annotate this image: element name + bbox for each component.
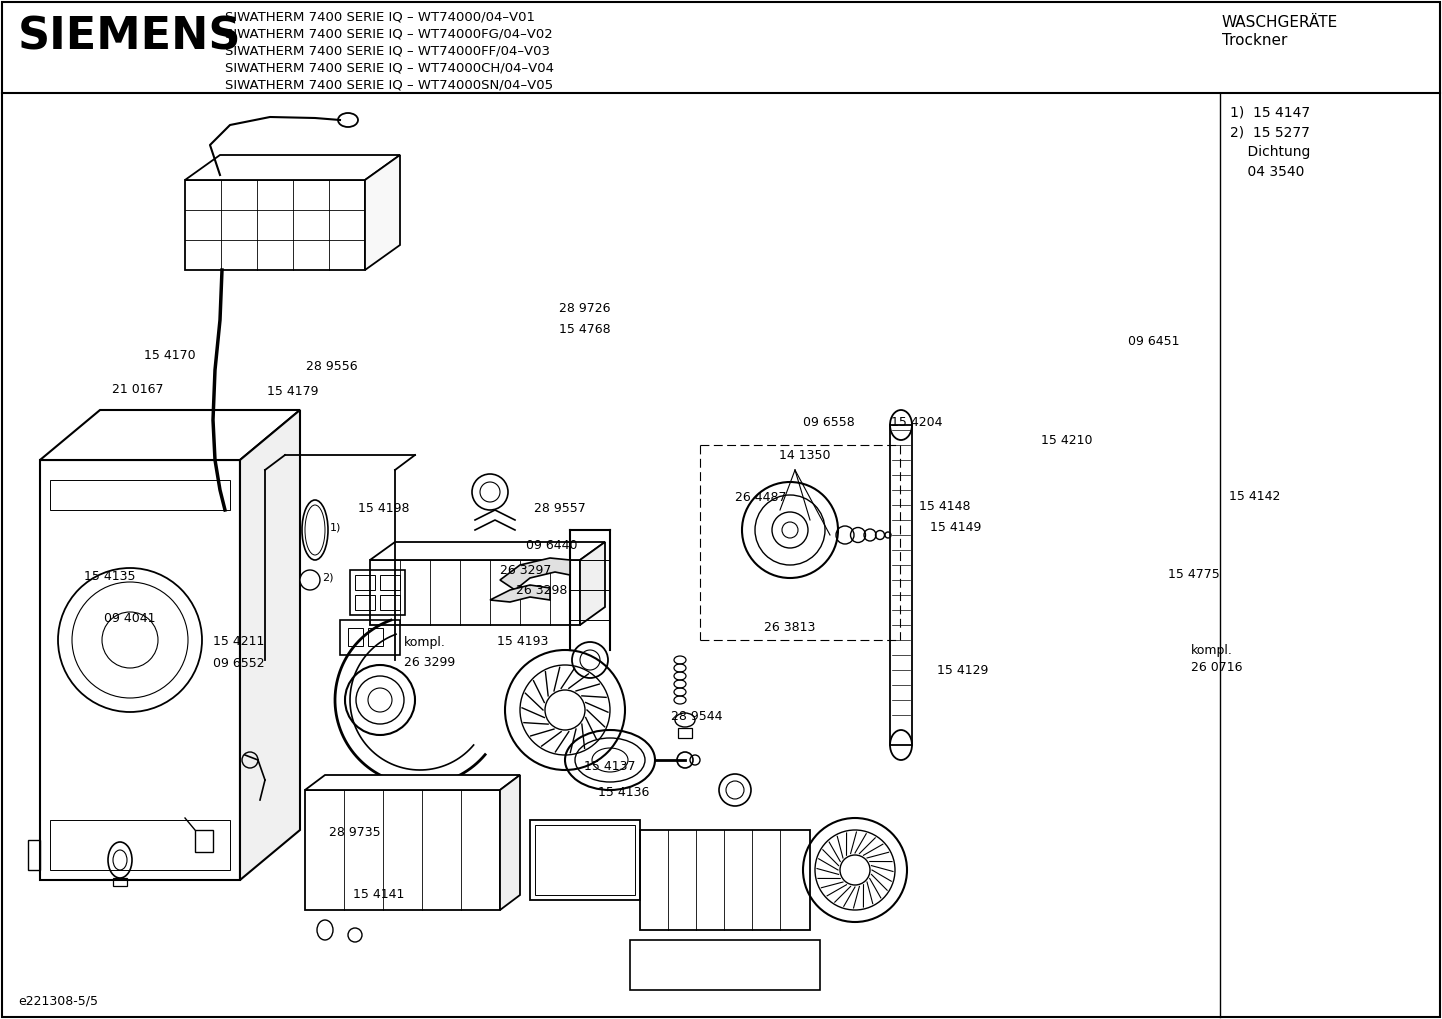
Text: 15 4211: 15 4211 bbox=[213, 636, 265, 648]
Polygon shape bbox=[185, 155, 399, 180]
Text: 26 0716: 26 0716 bbox=[1191, 661, 1243, 674]
Bar bbox=[40, 460, 239, 880]
Text: 2)  15 5277: 2) 15 5277 bbox=[1230, 125, 1309, 139]
Text: 15 4170: 15 4170 bbox=[144, 350, 196, 362]
Bar bbox=[50, 820, 231, 870]
Text: 04 3540: 04 3540 bbox=[1230, 165, 1305, 179]
Bar bbox=[630, 940, 820, 990]
Polygon shape bbox=[371, 542, 606, 560]
Text: 26 3813: 26 3813 bbox=[764, 622, 816, 634]
Text: 28 9557: 28 9557 bbox=[534, 502, 585, 515]
Text: 15 4149: 15 4149 bbox=[930, 522, 982, 534]
Text: 26 3297: 26 3297 bbox=[500, 565, 552, 577]
Text: 15 4136: 15 4136 bbox=[598, 787, 650, 799]
Polygon shape bbox=[580, 542, 606, 625]
Text: 15 4775: 15 4775 bbox=[1168, 569, 1220, 581]
Text: 15 4179: 15 4179 bbox=[267, 385, 319, 397]
Text: 2): 2) bbox=[322, 572, 333, 582]
Bar bbox=[348, 628, 363, 646]
Text: 15 4193: 15 4193 bbox=[497, 636, 549, 648]
Text: 28 9544: 28 9544 bbox=[671, 710, 722, 722]
Text: 15 4198: 15 4198 bbox=[358, 502, 410, 515]
Ellipse shape bbox=[337, 113, 358, 127]
Bar bbox=[535, 825, 634, 895]
Polygon shape bbox=[365, 155, 399, 270]
Bar bbox=[355, 595, 375, 610]
Polygon shape bbox=[490, 585, 549, 602]
Text: 15 4148: 15 4148 bbox=[919, 500, 970, 513]
Bar bbox=[112, 878, 127, 886]
Text: 09 6440: 09 6440 bbox=[526, 539, 578, 551]
Polygon shape bbox=[500, 558, 570, 590]
Text: SIWATHERM 7400 SERIE IQ – WT74000FG/04–V02: SIWATHERM 7400 SERIE IQ – WT74000FG/04–V… bbox=[225, 26, 552, 40]
Text: 09 6451: 09 6451 bbox=[1128, 335, 1180, 347]
Text: 26 3298: 26 3298 bbox=[516, 584, 568, 596]
Text: 09 4041: 09 4041 bbox=[104, 612, 156, 625]
Text: 15 4142: 15 4142 bbox=[1229, 490, 1280, 502]
Polygon shape bbox=[306, 775, 521, 790]
Text: 15 4210: 15 4210 bbox=[1041, 434, 1093, 446]
Bar bbox=[185, 180, 365, 270]
Text: kompl.: kompl. bbox=[1191, 644, 1233, 656]
Text: Trockner: Trockner bbox=[1221, 33, 1288, 48]
Polygon shape bbox=[239, 410, 300, 880]
Bar bbox=[355, 575, 375, 590]
Text: 15 4141: 15 4141 bbox=[353, 889, 405, 901]
Text: SIWATHERM 7400 SERIE IQ – WT74000SN/04–V05: SIWATHERM 7400 SERIE IQ – WT74000SN/04–V… bbox=[225, 78, 554, 91]
Text: 28 9735: 28 9735 bbox=[329, 826, 381, 839]
Bar bbox=[350, 570, 405, 615]
Bar bbox=[640, 830, 810, 930]
Text: 28 9556: 28 9556 bbox=[306, 361, 358, 373]
Bar bbox=[340, 620, 399, 655]
Text: 15 4129: 15 4129 bbox=[937, 664, 989, 677]
Text: e221308-5/5: e221308-5/5 bbox=[17, 994, 98, 1007]
Text: 15 4135: 15 4135 bbox=[84, 571, 136, 583]
Bar bbox=[306, 790, 500, 910]
Polygon shape bbox=[40, 410, 300, 460]
Bar bbox=[890, 425, 911, 745]
Bar bbox=[381, 575, 399, 590]
Ellipse shape bbox=[301, 500, 327, 560]
Bar bbox=[678, 728, 692, 738]
Bar bbox=[195, 830, 213, 852]
Text: WASCHGERÄTE: WASCHGERÄTE bbox=[1221, 15, 1338, 30]
Text: SIWATHERM 7400 SERIE IQ – WT74000CH/04–V04: SIWATHERM 7400 SERIE IQ – WT74000CH/04–V… bbox=[225, 61, 554, 74]
Text: kompl.: kompl. bbox=[404, 637, 446, 649]
Text: SIWATHERM 7400 SERIE IQ – WT74000/04–V01: SIWATHERM 7400 SERIE IQ – WT74000/04–V01 bbox=[225, 10, 535, 23]
Bar bbox=[50, 480, 231, 510]
Text: 14 1350: 14 1350 bbox=[779, 449, 831, 462]
Text: SIWATHERM 7400 SERIE IQ – WT74000FF/04–V03: SIWATHERM 7400 SERIE IQ – WT74000FF/04–V… bbox=[225, 44, 549, 57]
Text: Dichtung: Dichtung bbox=[1230, 145, 1311, 159]
Bar bbox=[531, 820, 640, 900]
Text: 1)  15 4147: 1) 15 4147 bbox=[1230, 105, 1311, 119]
Text: 09 6558: 09 6558 bbox=[803, 417, 855, 429]
Text: 15 4137: 15 4137 bbox=[584, 760, 636, 772]
Text: SIEMENS: SIEMENS bbox=[17, 15, 241, 58]
Bar bbox=[381, 595, 399, 610]
Text: 26 3299: 26 3299 bbox=[404, 656, 456, 668]
Text: 09 6552: 09 6552 bbox=[213, 657, 265, 669]
Ellipse shape bbox=[300, 570, 320, 590]
Text: 21 0167: 21 0167 bbox=[112, 383, 164, 395]
Text: 1): 1) bbox=[330, 522, 342, 532]
Text: 15 4204: 15 4204 bbox=[891, 417, 943, 429]
Text: 15 4768: 15 4768 bbox=[559, 323, 611, 335]
Bar bbox=[371, 560, 580, 625]
Polygon shape bbox=[500, 775, 521, 910]
Text: 26 4487: 26 4487 bbox=[735, 491, 787, 503]
Text: 28 9726: 28 9726 bbox=[559, 303, 611, 315]
Bar bbox=[27, 840, 40, 870]
Bar bbox=[368, 628, 384, 646]
